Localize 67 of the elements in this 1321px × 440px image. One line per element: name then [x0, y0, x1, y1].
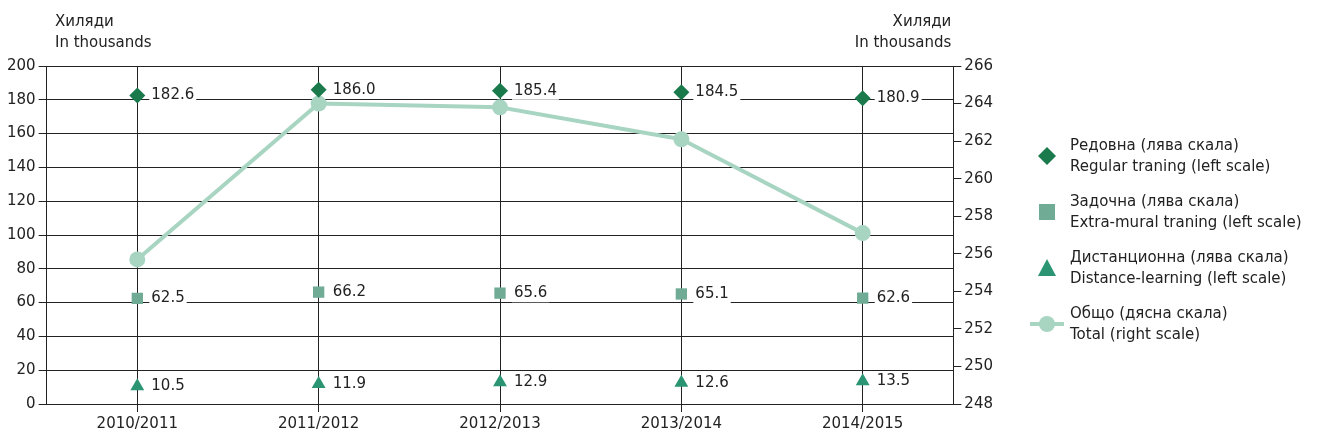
- point: [675, 288, 688, 300]
- y2-tick-label: 254: [964, 281, 994, 300]
- y2-tick-label: 258: [964, 206, 994, 225]
- y-axis-title: Хиляди In thousands: [55, 12, 152, 51]
- y2-tick-label: 248: [964, 393, 994, 412]
- data-label: 12.9: [514, 372, 548, 391]
- point: [311, 375, 326, 388]
- point: [310, 95, 327, 112]
- point: [492, 82, 508, 99]
- data-label: 12.6: [695, 372, 729, 391]
- legend-label: Задочна (лява скала) Extra-mural traning (left scale): [1070, 191, 1302, 233]
- point: [674, 374, 689, 387]
- data-label: 65.1: [695, 283, 729, 302]
- y2-tick-label: 252: [964, 318, 994, 337]
- point: [310, 81, 327, 98]
- point: [673, 131, 690, 148]
- data-label: 184.5: [695, 82, 739, 101]
- data-label: 180.9: [876, 88, 920, 107]
- legend-label: Редовна (лява скала) Regular traning (left scale): [1070, 135, 1271, 177]
- x-tick-label: 2011/2012: [277, 413, 360, 432]
- y-tick-label: 80: [16, 258, 36, 277]
- x-tick-label: 2014/2015: [821, 413, 904, 432]
- x-tick-label: 2010/2011: [96, 413, 179, 432]
- data-label: 65.6: [514, 283, 548, 302]
- point: [313, 286, 325, 298]
- y2-tick-label: 264: [964, 93, 994, 112]
- point: [494, 287, 506, 299]
- point: [493, 374, 507, 387]
- point: [129, 87, 146, 104]
- y-tick-label: 180: [6, 89, 36, 108]
- y-tick-label: 60: [16, 292, 36, 311]
- y2-tick-label: 256: [964, 243, 994, 262]
- y-tick-label: 120: [6, 191, 36, 210]
- y2-tick-label: 250: [964, 356, 994, 375]
- legend-label: Общо (дясна скала) Total (right scale): [1070, 303, 1228, 345]
- point: [492, 99, 508, 116]
- x-tick-label: 2012/2013: [459, 413, 541, 432]
- y-tick-label: 40: [16, 326, 36, 345]
- data-label: 10.5: [151, 376, 185, 395]
- point: [854, 90, 871, 107]
- y2-axis-title: Хиляди In thousands: [854, 12, 952, 51]
- x-tick-label: 2013/2014: [640, 413, 723, 432]
- y-tick-label: 140: [6, 157, 36, 176]
- data-label: 62.5: [151, 288, 185, 307]
- point: [673, 84, 690, 101]
- y-tick-label: 100: [6, 224, 36, 243]
- data-label: 186.0: [332, 79, 376, 98]
- point: [857, 292, 869, 304]
- y-tick-label: 20: [16, 360, 36, 379]
- point: [131, 292, 143, 305]
- y2-tick-label: 266: [964, 55, 994, 74]
- data-label: 66.2: [332, 282, 367, 301]
- y2-tick-label: 260: [964, 168, 994, 187]
- data-label: 182.6: [151, 85, 195, 104]
- y-tick-label: 0: [26, 393, 36, 412]
- point: [854, 225, 871, 242]
- y-tick-label: 160: [6, 123, 36, 142]
- y-tick-label: 200: [6, 55, 36, 74]
- data-label: 13.5: [876, 371, 911, 390]
- legend-label: Дистанционна (лява скала) Distance-learning (left scale): [1070, 247, 1289, 289]
- point: [129, 251, 146, 268]
- data-label: 11.9: [332, 373, 367, 392]
- data-label: 62.6: [876, 288, 911, 307]
- point: [855, 373, 870, 386]
- data-label: 185.4: [514, 80, 557, 99]
- point: [130, 378, 145, 391]
- y2-tick-label: 262: [964, 131, 994, 149]
